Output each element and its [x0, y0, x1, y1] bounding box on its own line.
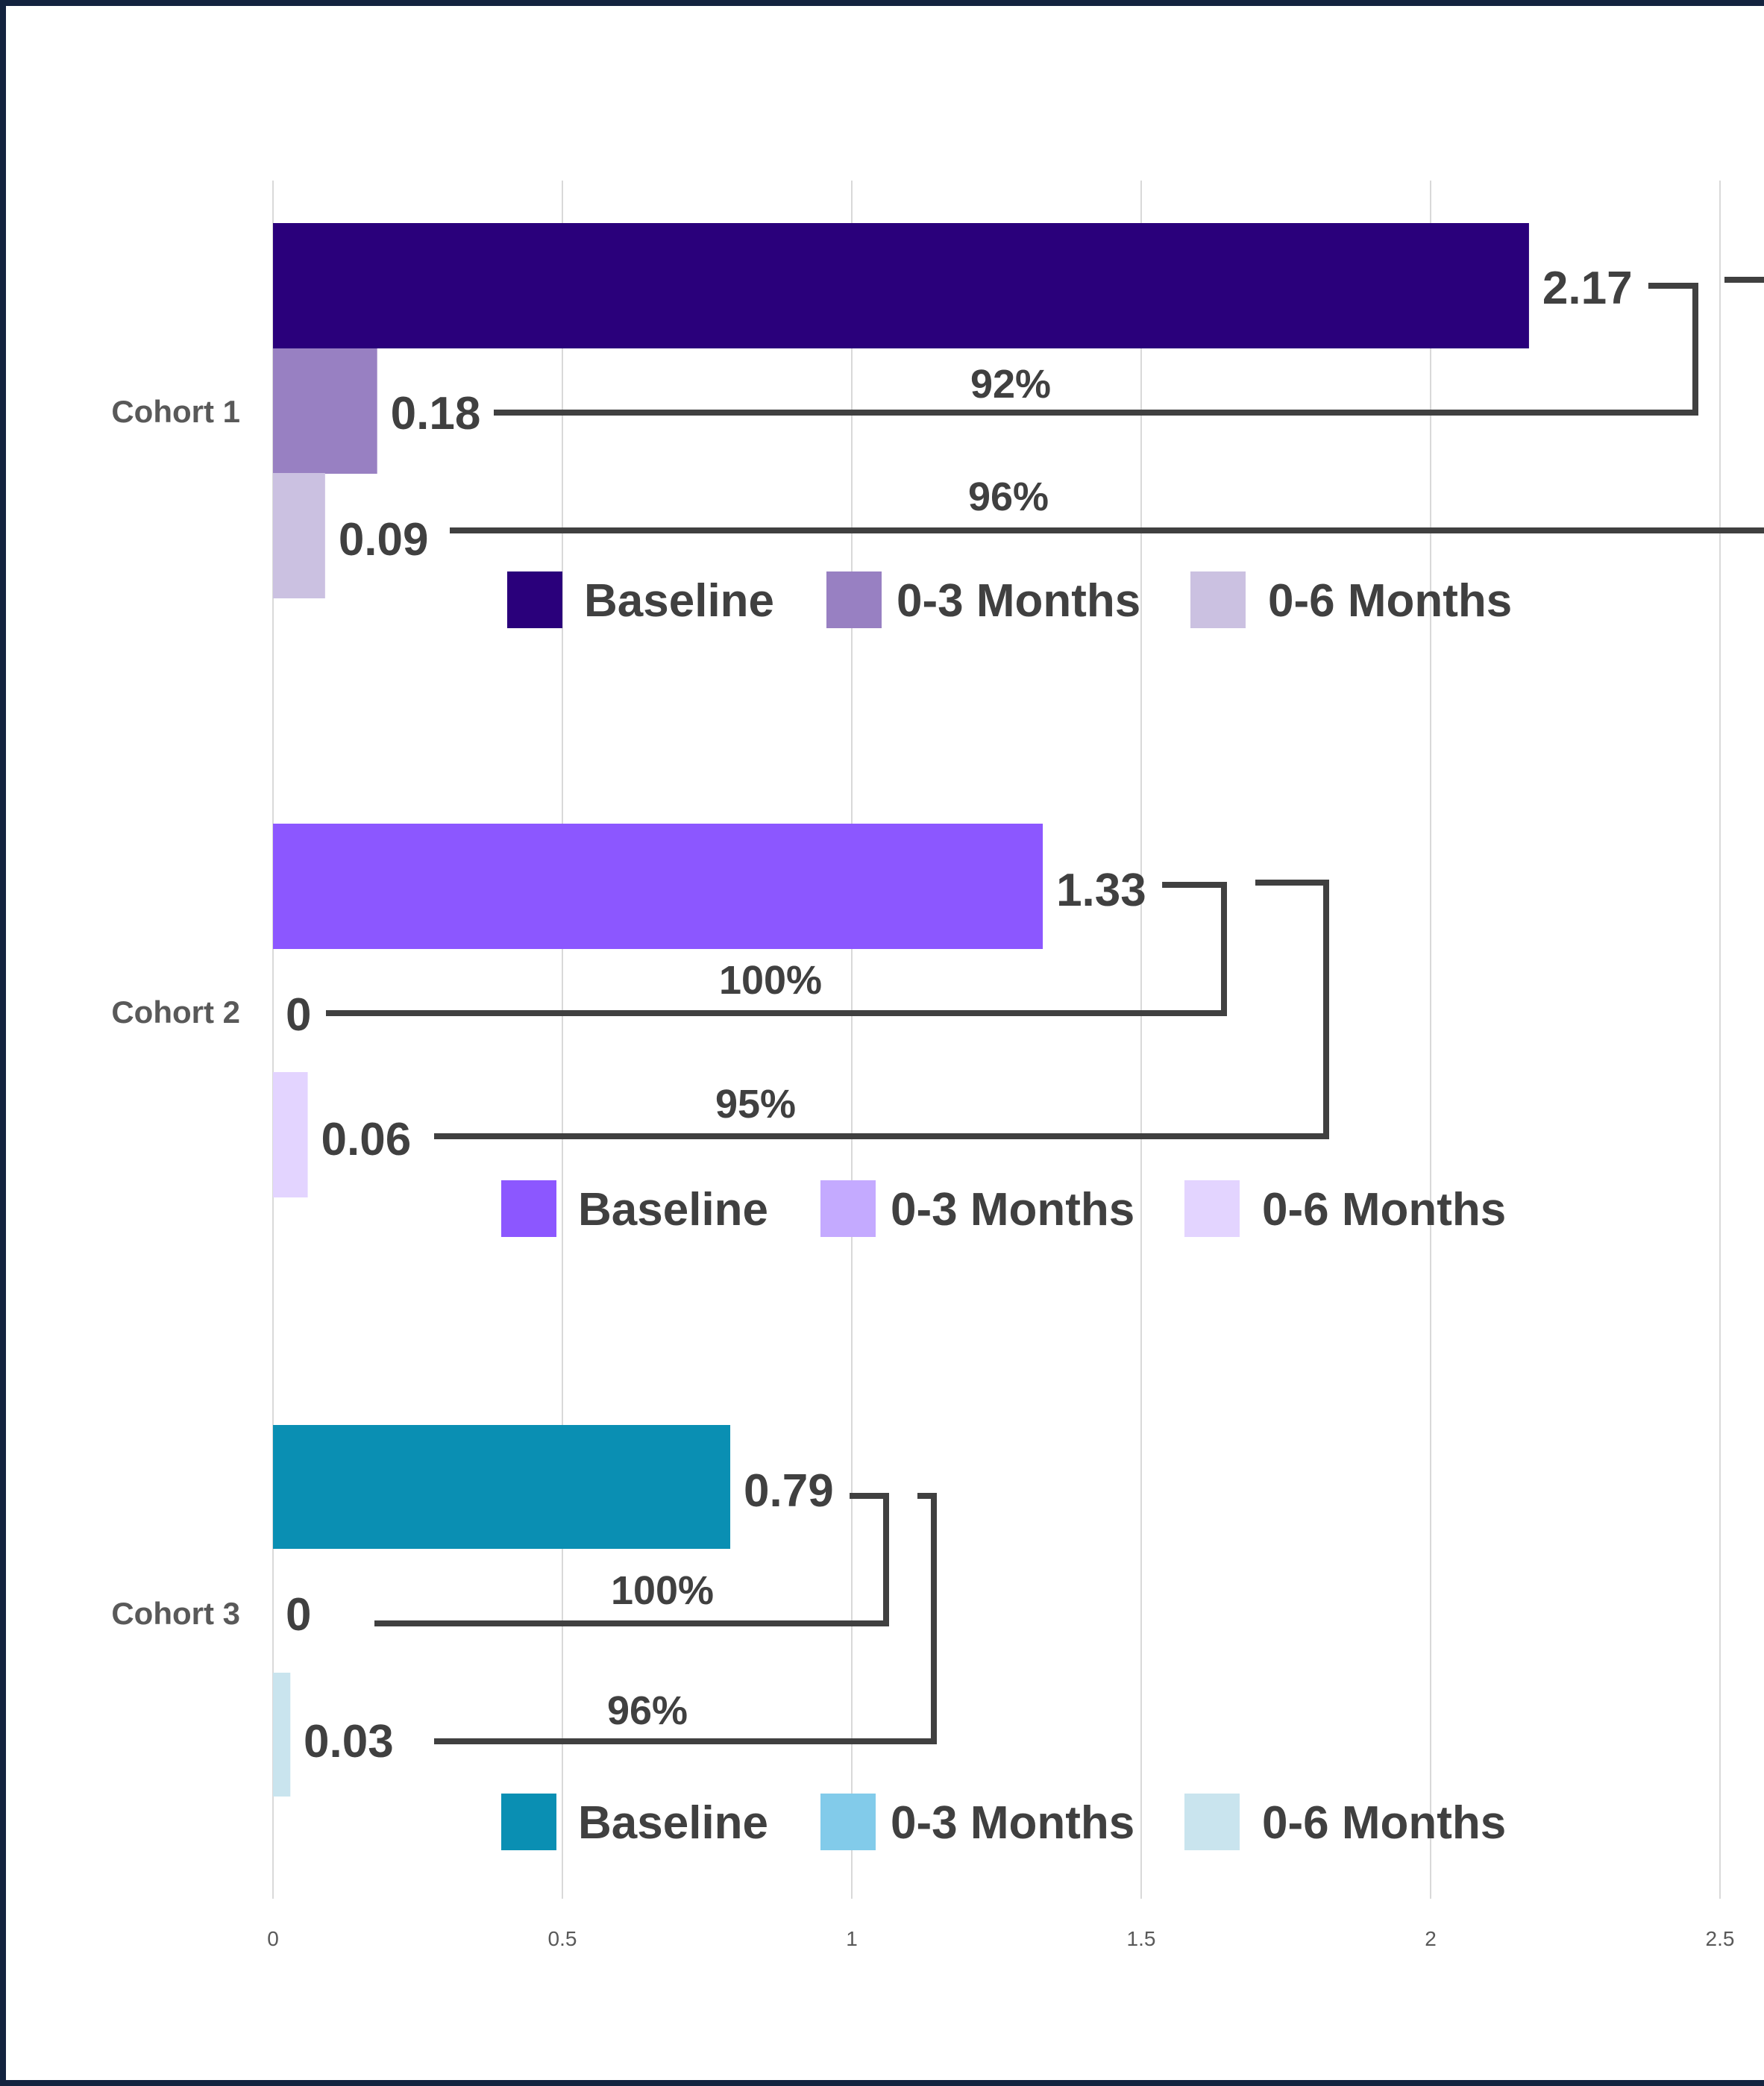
reduction-label: 96%	[968, 474, 1049, 519]
cohort-group-2: Cohort 2 1.33 0 0.06 100% 95% Baseline 0-3 Mont…	[111, 824, 1506, 1237]
reduction-connector-6mo	[434, 1493, 937, 1744]
legend-label: 0-3 Months	[897, 575, 1140, 627]
reduction-connector-3mo	[374, 1493, 889, 1626]
bar	[273, 473, 325, 598]
legend: Baseline 0-3 Months 0-6 Months	[507, 571, 1512, 628]
reduction-label: 100%	[719, 958, 822, 1003]
x-tick-label: 1.5	[1127, 1927, 1156, 1950]
bar	[273, 1072, 308, 1197]
reduction-connector-6mo	[434, 880, 1329, 1139]
data-label: 2.17	[1542, 263, 1633, 314]
cohort-group-1: Cohort 1 2.17 0.18 0.09 92% 96% Baseline 0-3 Mo…	[111, 223, 1764, 628]
legend-label: Baseline	[578, 1797, 768, 1849]
reduction-connector-3mo	[494, 283, 1698, 416]
legend-label: 0-6 Months	[1262, 1797, 1506, 1849]
legend: Baseline 0-3 Months 0-6 Months	[501, 1794, 1506, 1850]
legend: Baseline 0-3 Months 0-6 Months	[501, 1180, 1506, 1237]
x-axis-ticks: 0 0.5 1 1.5 2 2.5	[267, 1927, 1734, 1950]
x-tick-label: 1	[846, 1927, 858, 1950]
legend-swatch	[1184, 1794, 1240, 1850]
reduction-label: 92%	[970, 362, 1051, 407]
legend-label: 0-6 Months	[1262, 1184, 1506, 1235]
legend-label: 0-3 Months	[891, 1797, 1134, 1849]
bar	[273, 1425, 731, 1549]
legend-label: 0-6 Months	[1268, 575, 1512, 627]
data-label: 0.06	[321, 1114, 412, 1165]
legend-swatch	[820, 1794, 876, 1850]
legend-label: 0-3 Months	[891, 1184, 1134, 1235]
legend-label: Baseline	[584, 575, 774, 627]
x-tick-label: 0.5	[548, 1927, 577, 1950]
bar	[273, 223, 1529, 348]
cohort-groups: Cohort 1 2.17 0.18 0.09 92% 96% Baseline 0-3 Mo…	[111, 223, 1764, 1850]
reduction-label: 96%	[607, 1688, 688, 1733]
legend-swatch	[1190, 571, 1246, 628]
data-label: 0.79	[744, 1465, 834, 1517]
legend-swatch	[501, 1180, 556, 1237]
data-label: 0	[286, 989, 311, 1041]
data-label: 0	[286, 1589, 311, 1641]
x-tick-label: 2.5	[1706, 1927, 1735, 1950]
bar	[273, 824, 1043, 949]
category-label: Cohort 3	[111, 1596, 240, 1631]
category-label: Cohort 1	[111, 394, 240, 429]
legend-swatch	[501, 1794, 556, 1850]
bar	[273, 1673, 291, 1797]
reduction-label: 100%	[611, 1568, 714, 1613]
data-label: 0.03	[304, 1716, 394, 1767]
legend-label: Baseline	[578, 1184, 768, 1235]
cohort-group-3: Cohort 3 0.79 0 0.03 100% 96% Baseline 0-3 Mont…	[111, 1425, 1506, 1850]
legend-swatch	[507, 571, 562, 628]
data-label: 0.18	[391, 388, 481, 439]
reduction-label: 95%	[715, 1082, 796, 1127]
category-label: Cohort 2	[111, 995, 240, 1030]
bar	[273, 348, 377, 474]
x-tick-label: 2	[1425, 1927, 1437, 1950]
reduction-connector-3mo	[326, 882, 1227, 1016]
data-label: 0.09	[339, 514, 429, 566]
grid-lines	[272, 181, 1721, 1899]
legend-swatch	[1184, 1180, 1240, 1237]
legend-swatch	[826, 571, 882, 628]
legend-swatch	[820, 1180, 876, 1237]
x-tick-label: 0	[267, 1927, 279, 1950]
data-label: 1.33	[1056, 865, 1146, 916]
